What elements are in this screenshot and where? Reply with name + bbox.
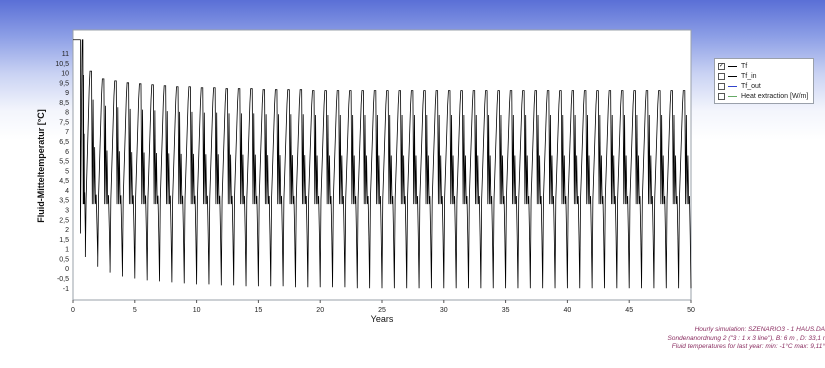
y-tick-label: 11 [62, 51, 69, 58]
x-tick-label: 40 [564, 307, 572, 314]
y-tick-label: 2,5 [59, 217, 69, 224]
y-tick-label: 6,5 [59, 139, 69, 146]
y-tick-label: 7 [65, 129, 69, 136]
y-tick-label: 4 [65, 188, 69, 195]
legend-swatch-tf-out [728, 85, 737, 87]
x-tick-label: 20 [316, 307, 324, 314]
y-tick-label: -0,5 [57, 276, 69, 283]
legend-item-tf-in[interactable]: Tf_in [718, 71, 810, 81]
legend-item-tf-out[interactable]: Tf_out [718, 81, 810, 91]
y-tick-label: 2 [65, 227, 69, 234]
y-tick-label: 4,5 [59, 178, 69, 185]
simulation-info: Hourly simulation: SZENARIO3 - 1 HAUS.DA… [425, 326, 825, 352]
y-tick-label: 9 [65, 90, 69, 97]
checkbox-empty-icon[interactable] [718, 82, 725, 90]
y-tick-label: 8 [65, 110, 69, 117]
x-tick-label: 10 [193, 307, 201, 314]
y-axis-ticks: -1 -0,5 0 0,5 1 1,5 2 2,5 3 3,5 4 4,5 5 5,5 6 6,5 7 7,5 8 8… [55, 51, 69, 293]
y-tick-label: 0,5 [59, 256, 69, 263]
legend-label-tf-out: Tf_out [741, 82, 761, 90]
x-tick-label: 50 [687, 307, 695, 314]
y-tick-label: 6 [65, 149, 69, 156]
y-tick-label: 5 [65, 168, 69, 175]
x-tick-label: 15 [255, 307, 263, 314]
y-tick-label: 1 [65, 247, 69, 254]
checkbox-empty-icon[interactable] [718, 92, 725, 100]
y-tick-label: 7,5 [59, 119, 69, 126]
legend-swatch-tf [728, 65, 737, 67]
y-tick-label: 5,5 [59, 159, 69, 166]
legend-label-heat-extraction: Heat extraction [W/m] [741, 92, 809, 100]
y-tick-label: 0 [65, 266, 69, 273]
y-tick-label: 10 [61, 71, 69, 78]
checkbox-empty-icon[interactable] [718, 72, 725, 80]
checkbox-checked-icon[interactable]: ✓ [718, 62, 725, 70]
y-tick-label: 1,5 [59, 237, 69, 244]
x-tick-label: 25 [378, 307, 386, 314]
legend-swatch-tf-in [728, 75, 737, 77]
y-tick-label: 3,5 [59, 198, 69, 205]
x-axis-ticks: 0 5 10 15 20 25 30 35 40 45 50 [71, 300, 695, 314]
y-tick-label: 10,5 [55, 61, 69, 68]
legend-label-tf-in: Tf_in [741, 72, 757, 80]
series-line-tf [73, 39, 692, 289]
footer-line-1: Hourly simulation: SZENARIO3 - 1 HAUS.DA [694, 326, 825, 333]
x-tick-label: 30 [440, 307, 448, 314]
legend-label-tf: Tf [741, 62, 748, 70]
footer-line-2: Sondenanordnung 2 ("3 : 1 x 3 line"), B:… [667, 334, 825, 342]
y-tick-label: 9,5 [59, 80, 69, 87]
y-tick-label: 8,5 [59, 100, 69, 107]
x-tick-label: 5 [133, 307, 137, 314]
legend-swatch-heat-extraction [728, 95, 737, 97]
y-tick-label: 3 [65, 208, 69, 215]
y-axis-label: Fluid-Mitteltemperatur [°C] [36, 109, 46, 223]
x-tick-label: 35 [502, 307, 510, 314]
x-axis-label: Years [371, 314, 394, 324]
legend: ✓ Tf Tf_in Tf_out Heat extraction [W/m] [714, 58, 814, 104]
legend-item-heat-extraction[interactable]: Heat extraction [W/m] [718, 91, 810, 101]
footer-line-3: Fluid temperatures for last year: min: -… [671, 343, 825, 351]
x-tick-label: 45 [625, 307, 633, 314]
y-tick-label: -1 [63, 286, 69, 293]
x-tick-label: 0 [71, 307, 75, 314]
legend-item-tf[interactable]: ✓ Tf [718, 61, 810, 71]
